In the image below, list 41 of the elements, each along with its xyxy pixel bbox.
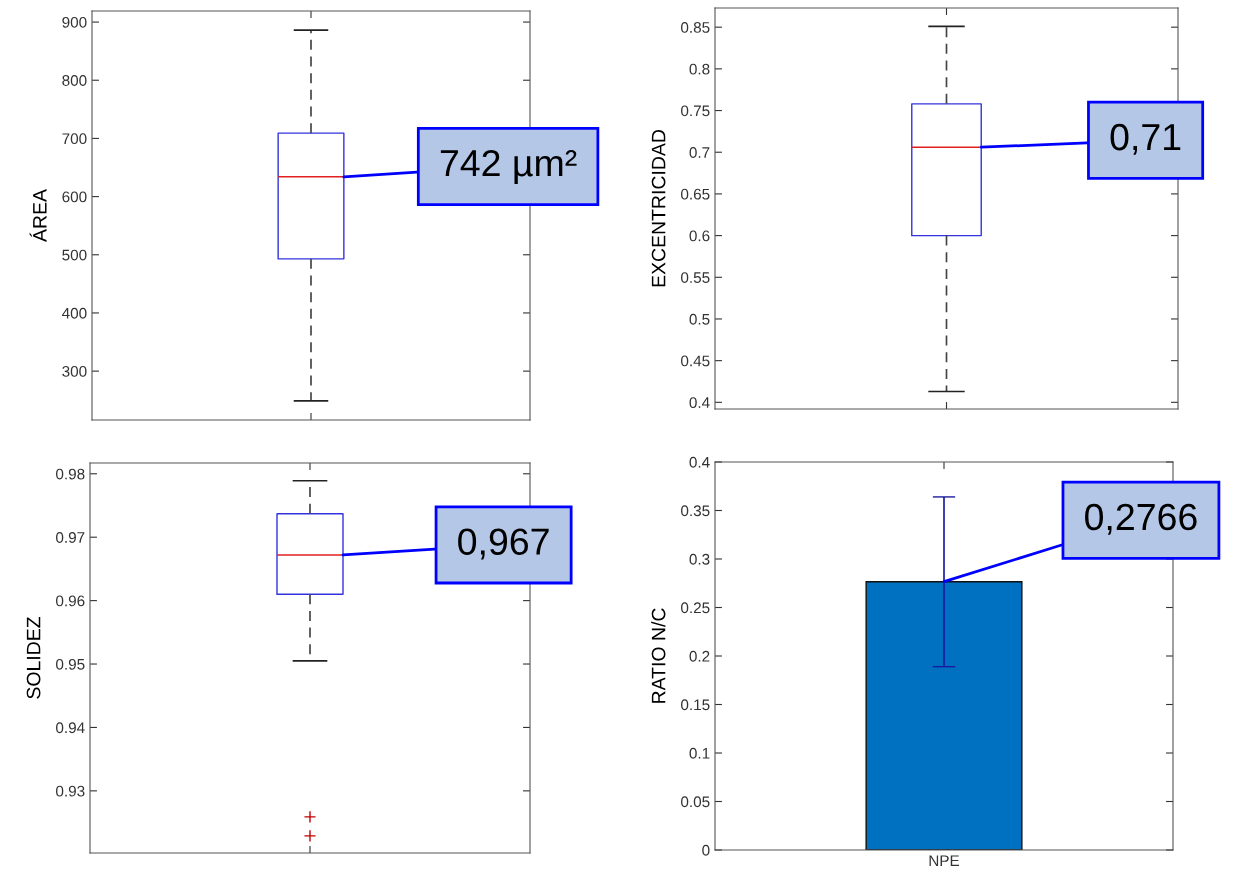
annotation: 742 µm² bbox=[440, 149, 577, 184]
x-tick-label: NPE bbox=[929, 855, 960, 866]
y-tick-label: 0.98 bbox=[56, 468, 85, 480]
y-tick-label: 0.65 bbox=[681, 188, 710, 200]
y-tick-label: 0.93 bbox=[56, 785, 85, 797]
y-tick-label: 300 bbox=[62, 366, 87, 377]
y-tick-label: 400 bbox=[62, 307, 87, 319]
y-tick-label: 0.95 bbox=[56, 658, 85, 670]
y-axis-title: SOLIDEZ bbox=[26, 617, 41, 699]
y-tick-label: 0.4 bbox=[689, 397, 710, 409]
y-tick-label: 0 bbox=[702, 844, 710, 856]
y-tick-label: 0.7 bbox=[689, 147, 710, 158]
y-tick-label: 700 bbox=[62, 133, 87, 145]
annotation: 0,2766 bbox=[1085, 503, 1197, 535]
y-tick-label: 0.5 bbox=[689, 313, 710, 325]
y-axis-title: RATIO N/C bbox=[651, 608, 666, 703]
y-tick-label: 0.15 bbox=[681, 699, 710, 711]
y-tick-label: 0.94 bbox=[56, 722, 85, 734]
y-tick-label: 0.1 bbox=[689, 747, 710, 759]
y-tick-label: 0.45 bbox=[681, 355, 710, 367]
y-tick-label: 900 bbox=[62, 16, 87, 28]
y-tick-label: 0.85 bbox=[681, 22, 710, 33]
y-tick-label: 0.4 bbox=[689, 456, 710, 468]
y-tick-label: 0.97 bbox=[56, 532, 85, 543]
y-tick-label: 500 bbox=[62, 249, 87, 261]
y-tick-label: 0.2 bbox=[689, 650, 710, 662]
y-tick-label: 800 bbox=[62, 75, 87, 86]
y-tick-label: 0.75 bbox=[681, 105, 710, 117]
y-tick-label: 0.55 bbox=[681, 272, 710, 283]
y-tick-label: 0.96 bbox=[56, 595, 85, 607]
y-tick-label: 0.6 bbox=[689, 230, 710, 242]
annotation: 0,71 bbox=[1110, 123, 1181, 155]
y-tick-label: 0.25 bbox=[681, 602, 710, 614]
y-axis-title: EXCENTRICIDAD bbox=[651, 130, 666, 287]
y-tick-label: 0.3 bbox=[689, 553, 710, 565]
y-tick-label: 0.8 bbox=[689, 63, 710, 75]
y-tick-label: 0.05 bbox=[681, 796, 710, 808]
y-tick-label: 600 bbox=[62, 191, 87, 203]
annotation: 0,967 bbox=[458, 528, 549, 560]
y-tick-label: 0.35 bbox=[681, 505, 710, 517]
y-axis-title: ÁREA bbox=[29, 189, 47, 242]
